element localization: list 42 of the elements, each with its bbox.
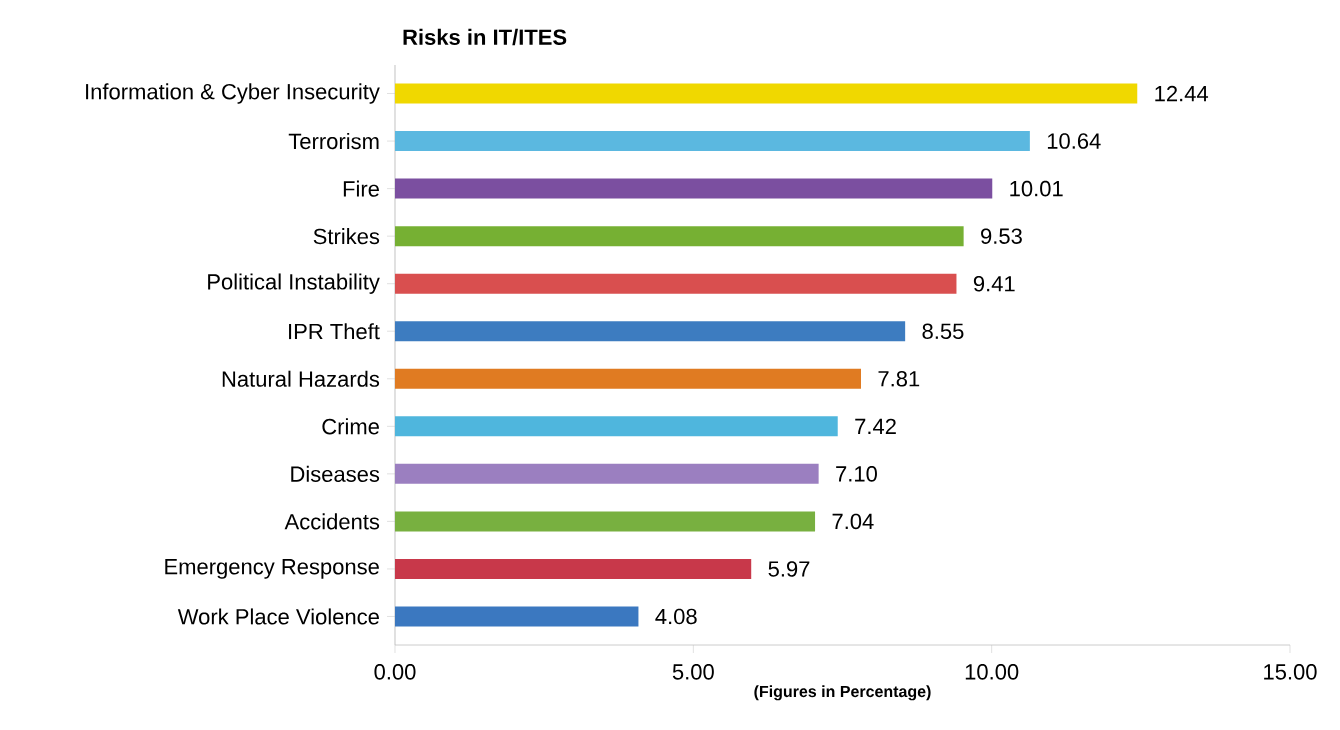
data-label: 7.10: [836, 466, 877, 482]
y-tick-label: Strikes: [313, 228, 380, 245]
y-tick-label: Information & Cyber Insecurity: [86, 83, 380, 104]
data-label: 9.53: [981, 228, 1022, 244]
data-label: 9.41: [973, 275, 1015, 292]
data-label: 12.44: [1155, 85, 1209, 102]
bar: [395, 273, 957, 294]
data-label: 7.42: [855, 418, 896, 434]
y-tick-label: Terrorism: [288, 132, 379, 150]
bar: [395, 321, 906, 342]
bar: [395, 226, 964, 247]
bar: [395, 416, 838, 437]
y-tick-label: Political Instability: [208, 273, 380, 294]
x-tick-label: 5.00: [672, 664, 714, 680]
x-tick-label: 0.00: [374, 664, 416, 680]
data-label: 4.08: [655, 608, 697, 625]
bar: [395, 368, 861, 389]
bar: [395, 178, 993, 199]
y-tick-label: Crime: [322, 418, 379, 435]
bar: [395, 463, 819, 484]
data-label: 5.97: [768, 561, 810, 577]
y-tick-label: Diseases: [291, 465, 380, 482]
x-tick-label: 10.00: [965, 664, 1019, 680]
bar: [395, 83, 1138, 104]
x-tick-label: 15.00: [1264, 664, 1317, 680]
bar: [395, 131, 1030, 152]
bar: [395, 606, 639, 627]
data-label: 7.04: [832, 513, 874, 530]
data-label: 8.55: [922, 323, 964, 340]
y-tick-label: Fire: [343, 180, 379, 197]
bar: [395, 511, 816, 532]
y-tick-label: Accidents: [284, 513, 380, 530]
y-tick-label: Natural Hazards: [222, 370, 380, 387]
y-tick-label: IPR Theft: [289, 323, 380, 340]
data-label: 10.64: [1047, 133, 1101, 149]
data-label: 10.01: [1010, 180, 1063, 197]
bar: [395, 558, 752, 579]
y-tick-label: Work Place Violence: [177, 608, 379, 625]
chart-title: Risks in IT/ITES: [403, 28, 567, 46]
y-tick-label: Emergency Response: [165, 559, 379, 579]
data-label: 7.81: [878, 371, 920, 387]
x-axis-title: (Figures in Percentage): [754, 685, 931, 701]
